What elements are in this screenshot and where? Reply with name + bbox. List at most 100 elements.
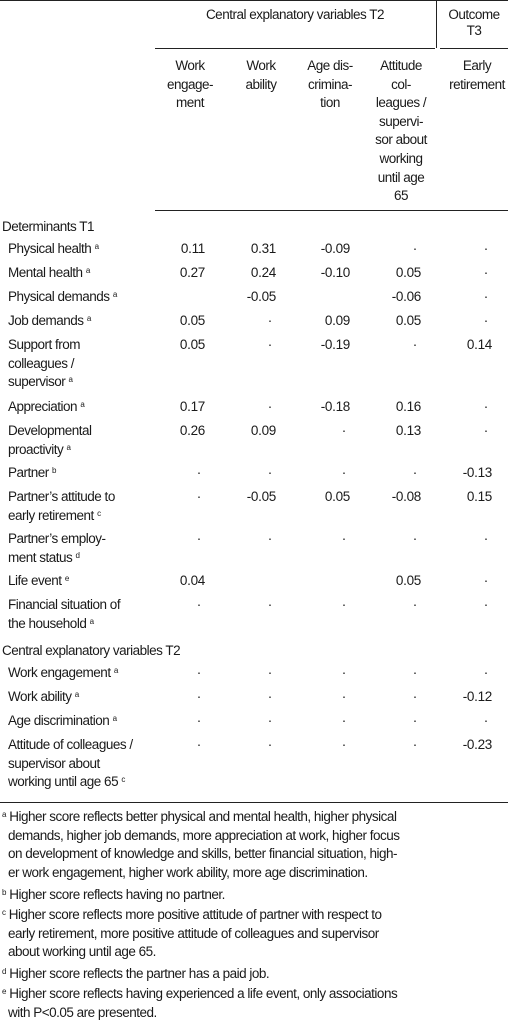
row-label: ment status d — [8, 549, 80, 565]
cell-not-significant: · — [341, 597, 347, 612]
row-label: Physical demands a — [8, 289, 117, 304]
footnote-line: e Higher score reflects having experienc… — [2, 986, 398, 1001]
cell-not-significant: · — [483, 289, 489, 304]
cell-not-significant: · — [267, 465, 273, 480]
cell-not-significant: · — [483, 265, 489, 280]
cell-value: 0.26 — [179, 423, 205, 438]
row-label: Partner’s employ- — [8, 531, 106, 546]
group-header-central: Central explanatory variables T2 — [205, 7, 385, 22]
row-label: Partner b — [8, 465, 56, 480]
cell-not-significant: · — [196, 665, 202, 680]
footnote-marker: c — [2, 908, 6, 917]
footnote-marker: a — [80, 400, 85, 409]
footnote-marker: b — [2, 888, 6, 897]
table-top-rule — [0, 0, 508, 1]
cell-value: -0.18 — [320, 399, 351, 414]
cell-value: -0.23 — [462, 737, 493, 752]
row-label: the household a — [8, 615, 94, 631]
cell-value: 0.16 — [395, 399, 421, 414]
cell-not-significant: · — [483, 531, 489, 546]
row-label: Developmental — [8, 423, 92, 438]
cell-value: 0.05 — [179, 313, 205, 328]
cell-not-significant: · — [341, 423, 347, 438]
cell-not-significant: · — [267, 337, 273, 352]
row-label: Support from — [8, 337, 81, 352]
column-header-line: supervi- — [378, 113, 424, 129]
column-header-line: Attitude — [380, 58, 422, 73]
footnote-marker: c — [97, 508, 101, 518]
row-label: Work engagement a — [8, 665, 118, 680]
footnote-line: er work engagement, higher work ability,… — [8, 864, 368, 880]
column-header-line: Work — [175, 58, 205, 73]
cell-value: -0.05 — [246, 489, 277, 504]
row-label: colleagues / — [8, 355, 75, 371]
cell-value: 0.24 — [250, 265, 276, 280]
cell-not-significant: · — [483, 713, 489, 728]
column-header-line: Early — [462, 58, 492, 73]
cell-value: 0.05 — [179, 337, 205, 352]
footnote-marker: a — [68, 375, 73, 384]
group-header-outcome-1: Outcome — [448, 7, 500, 22]
cell-value: 0.05 — [395, 265, 421, 280]
column-header-line: until age — [377, 169, 425, 185]
row-label: Job demands a — [8, 313, 91, 328]
footnote-line: with P<0.05 are presented. — [8, 1004, 157, 1020]
cell-not-significant: · — [412, 689, 418, 704]
cell-value: 0.15 — [466, 489, 492, 504]
cell-value: 0.17 — [179, 399, 205, 414]
cell-not-significant: · — [341, 713, 347, 728]
table-bottom-rule — [0, 802, 508, 803]
row-label: Appreciation a — [8, 399, 85, 414]
cell-not-significant: · — [341, 665, 347, 680]
cell-not-significant: · — [267, 597, 273, 612]
cell-not-significant: · — [341, 737, 347, 752]
column-header-line: Work — [246, 58, 276, 73]
cell-not-significant: · — [412, 531, 418, 546]
footnote-marker: a — [66, 442, 71, 452]
vertical-rule — [436, 0, 437, 48]
footnote-line: on development of knowledge and skills, … — [8, 846, 398, 861]
cell-not-significant: · — [412, 337, 418, 352]
column-header-line: col- — [391, 76, 411, 92]
row-label: Financial situation of — [8, 597, 121, 612]
cell-value: -0.19 — [320, 337, 351, 352]
cell-value: -0.09 — [320, 241, 351, 256]
footnote-marker: a — [2, 810, 6, 819]
cell-not-significant: · — [267, 665, 273, 680]
cell-not-significant: · — [412, 713, 418, 728]
footnote-line: demands, higher job demands, more apprec… — [8, 827, 400, 843]
row-label: supervisor about — [8, 755, 100, 771]
column-header-line: tion — [320, 95, 340, 111]
cell-value: -0.06 — [391, 289, 422, 304]
footnote-marker: a — [94, 242, 99, 251]
cell-not-significant: · — [267, 531, 273, 546]
cell-value: 0.09 — [250, 423, 276, 438]
footnote-line: d Higher score reflects the partner has … — [2, 966, 270, 981]
footnote-marker: a — [74, 690, 79, 699]
footnote-marker: a — [85, 266, 90, 275]
footnote-marker: a — [86, 314, 91, 323]
row-label: proactivity a — [8, 441, 71, 457]
cell-not-significant: · — [196, 465, 202, 480]
cell-not-significant: · — [196, 597, 202, 612]
footnote-line: c Higher score reflects more positive at… — [2, 907, 382, 922]
column-header-line: retirement — [449, 76, 505, 92]
cell-not-significant: · — [196, 689, 202, 704]
row-label: Partner’s attitude to — [8, 489, 115, 504]
cell-value: -0.13 — [462, 465, 493, 480]
cell-not-significant: · — [483, 423, 489, 438]
cell-not-significant: · — [341, 465, 347, 480]
column-header-line: Age dis- — [307, 58, 353, 73]
cell-value: 0.09 — [324, 313, 350, 328]
section-central: Central explanatory variables T2 — [2, 643, 181, 658]
footnote-marker: e — [2, 987, 6, 996]
cell-not-significant: · — [412, 241, 418, 256]
cell-value: -0.08 — [391, 489, 422, 504]
row-label: working until age 65 c — [8, 774, 125, 789]
footnote-marker: a — [113, 666, 118, 675]
cell-not-significant: · — [196, 489, 202, 504]
column-header-line: leagues / — [375, 95, 427, 111]
cell-not-significant: · — [196, 713, 202, 728]
cell-not-significant: · — [267, 737, 273, 752]
